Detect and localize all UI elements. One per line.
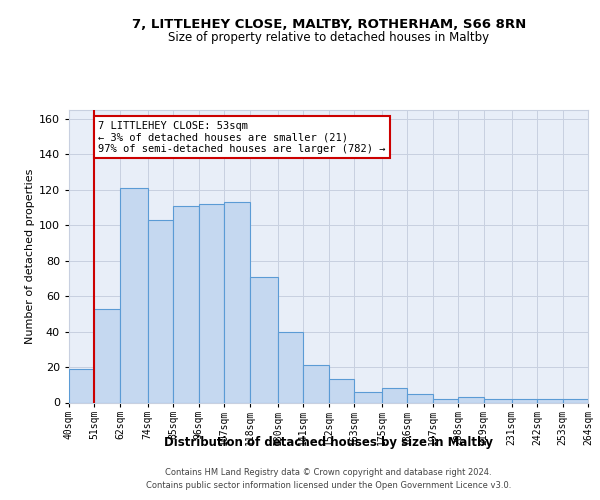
Bar xyxy=(250,276,278,402)
Text: 7, LITTLEHEY CLOSE, MALTBY, ROTHERHAM, S66 8RN: 7, LITTLEHEY CLOSE, MALTBY, ROTHERHAM, S… xyxy=(131,18,526,30)
Bar xyxy=(224,202,250,402)
Bar xyxy=(199,204,224,402)
Bar xyxy=(537,399,563,402)
Bar xyxy=(433,399,458,402)
Bar xyxy=(382,388,407,402)
Bar xyxy=(563,399,588,402)
Text: Size of property relative to detached houses in Maltby: Size of property relative to detached ho… xyxy=(168,32,490,44)
Bar xyxy=(148,220,173,402)
Bar xyxy=(278,332,303,402)
Bar xyxy=(94,308,120,402)
Bar xyxy=(354,392,382,402)
Bar xyxy=(69,369,94,402)
Y-axis label: Number of detached properties: Number of detached properties xyxy=(25,168,35,344)
Bar xyxy=(407,394,433,402)
Bar xyxy=(458,397,484,402)
Bar xyxy=(484,399,512,402)
Text: Distribution of detached houses by size in Maltby: Distribution of detached houses by size … xyxy=(164,436,493,449)
Bar xyxy=(512,399,537,402)
Bar xyxy=(173,206,199,402)
Text: 7 LITTLEHEY CLOSE: 53sqm
← 3% of detached houses are smaller (21)
97% of semi-de: 7 LITTLEHEY CLOSE: 53sqm ← 3% of detache… xyxy=(98,120,385,154)
Text: Contains HM Land Registry data © Crown copyright and database right 2024.: Contains HM Land Registry data © Crown c… xyxy=(166,468,492,477)
Bar xyxy=(120,188,148,402)
Bar xyxy=(329,380,354,402)
Bar xyxy=(303,366,329,403)
Text: Contains public sector information licensed under the Open Government Licence v3: Contains public sector information licen… xyxy=(146,482,511,490)
